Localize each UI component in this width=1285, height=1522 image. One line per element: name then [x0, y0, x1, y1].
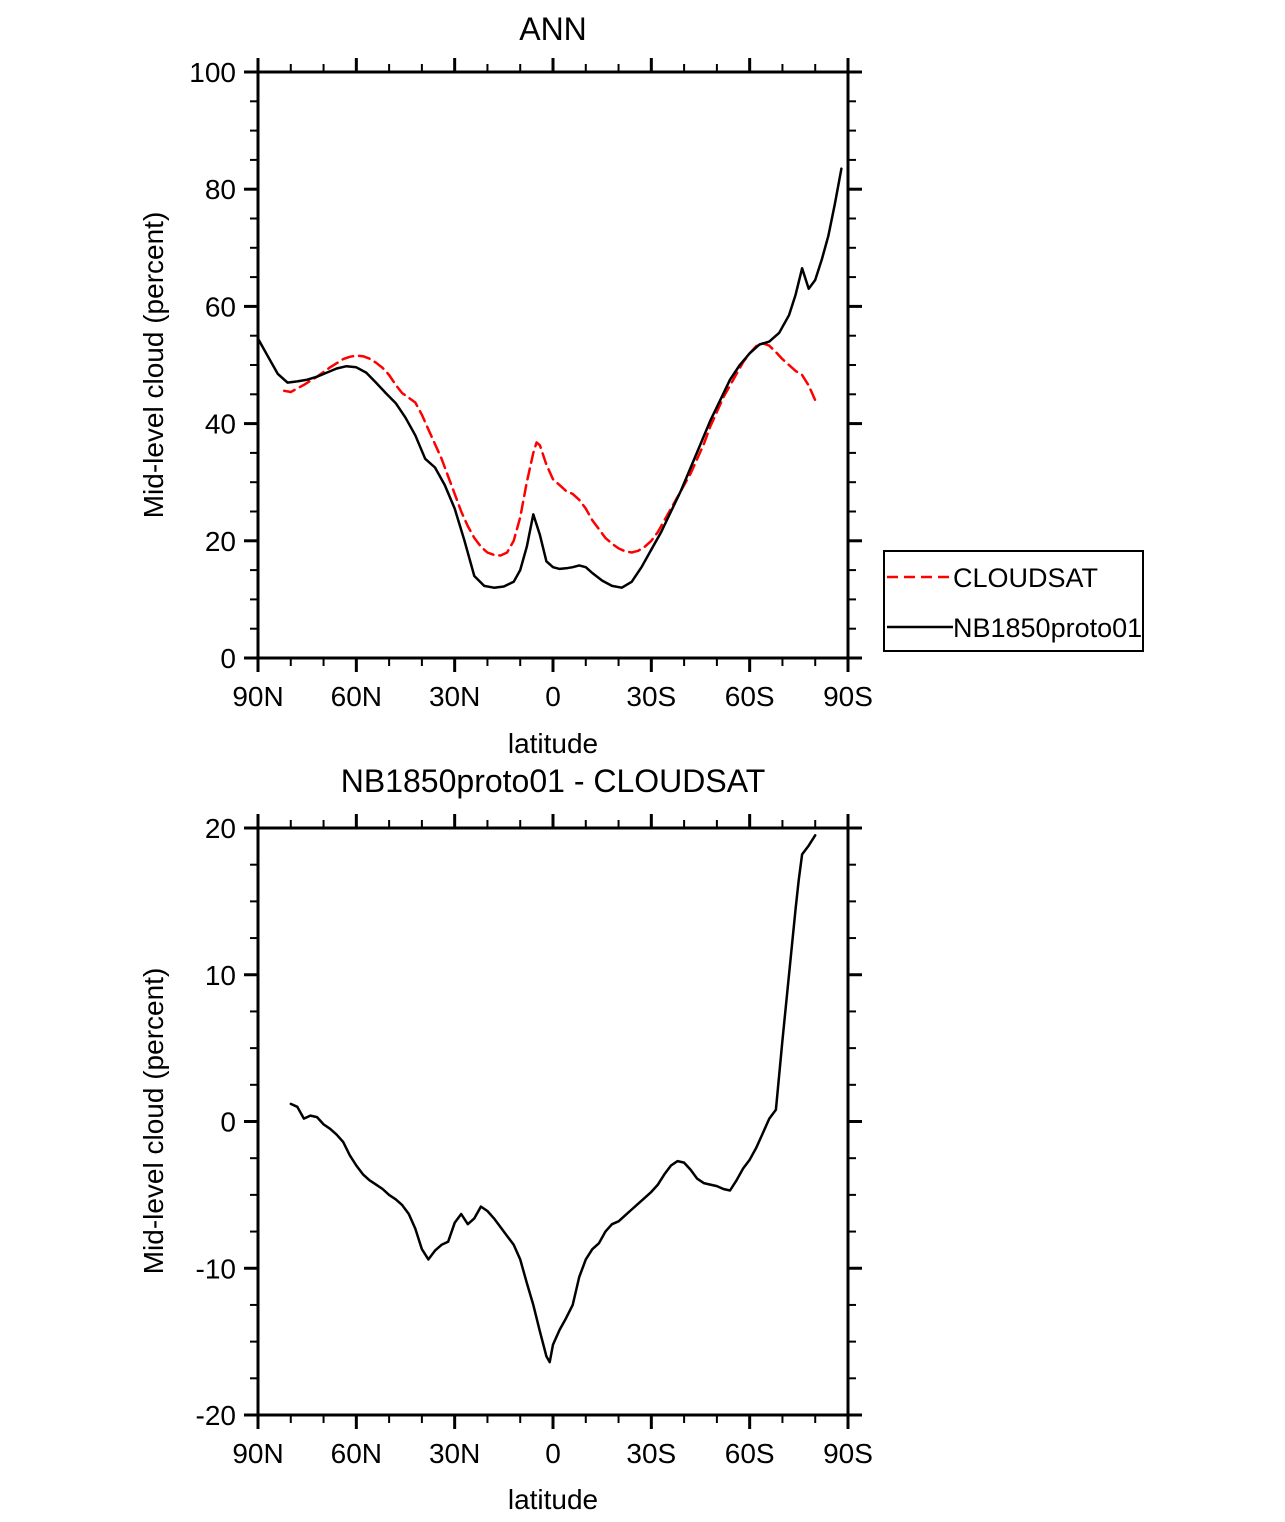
legend-label-nb1850proto01: NB1850proto01	[953, 613, 1142, 643]
x-axis-tick-label: 60S	[725, 1438, 775, 1469]
plot-difference-series	[289, 834, 817, 1364]
y-axis-tick-label: 20	[205, 526, 236, 557]
plot-frame	[256, 826, 850, 1417]
plot-difference-title: NB1850proto01 - CLOUDSAT	[341, 763, 765, 799]
plot-ann-ylabel: Mid-level cloud (percent)	[138, 212, 169, 519]
x-axis-tick-label: 90N	[232, 1438, 283, 1469]
y-axis-tick-label: 10	[205, 960, 236, 991]
y-axis-tick-label: 40	[205, 409, 236, 440]
series-line-cloudsat	[282, 342, 817, 557]
x-axis-tick-label: 90S	[823, 681, 873, 712]
plot-ann-title: ANN	[519, 11, 587, 47]
series-line-nb1850proto01	[256, 167, 843, 589]
x-axis-tick-label: 60N	[331, 1438, 382, 1469]
plot-ann-series	[256, 167, 843, 589]
series-line-nb1850proto01-cloudsat	[289, 834, 817, 1364]
x-axis-tick-label: 60N	[331, 681, 382, 712]
plot-difference-xlabel: latitude	[508, 1484, 598, 1515]
legend-box	[883, 550, 1144, 652]
x-axis-tick-label: 30S	[626, 681, 676, 712]
x-axis-tick-label: 90N	[232, 681, 283, 712]
x-axis-tick-label: 60S	[725, 681, 775, 712]
legend: CLOUDSAT NB1850proto01	[883, 550, 1144, 652]
y-axis-tick-label: 60	[205, 291, 236, 322]
y-axis-tick-label: 0	[220, 1107, 236, 1138]
x-axis-tick-label: 0	[545, 681, 561, 712]
x-axis-tick-label: 0	[545, 1438, 561, 1469]
plot-ann-axes: 90N 60N 30N 0 30S 60S 90S 0 20 40 60 80 100	[189, 57, 873, 712]
y-axis-tick-label: -10	[196, 1253, 236, 1284]
legend-label-cloudsat: CLOUDSAT	[953, 563, 1098, 593]
plot-difference-axes: 90N 60N 30N 0 30S 60S 90S -20 -10 0 10 20	[196, 813, 873, 1469]
x-axis-tick-label: 30S	[626, 1438, 676, 1469]
y-axis-tick-label: 20	[205, 813, 236, 844]
y-axis-tick-label: 0	[220, 643, 236, 674]
x-axis-tick-label: 90S	[823, 1438, 873, 1469]
y-axis-tick-label: 100	[189, 57, 236, 88]
y-axis-tick-label: 80	[205, 174, 236, 205]
plot-ann: ANN 90N 60N 30N 0 30S 60S 90S 0 20 40 60 80 100 lati…	[138, 11, 873, 759]
x-axis-tick-label: 30N	[429, 681, 480, 712]
plot-difference-ylabel: Mid-level cloud (percent)	[138, 968, 169, 1275]
x-axis-tick-label: 30N	[429, 1438, 480, 1469]
y-axis-tick-label: -20	[196, 1400, 236, 1431]
plot-difference: NB1850proto01 - CLOUDSAT 90N 60N 30N 0 30S 60…	[138, 763, 873, 1515]
plot-ann-xlabel: latitude	[508, 728, 598, 759]
